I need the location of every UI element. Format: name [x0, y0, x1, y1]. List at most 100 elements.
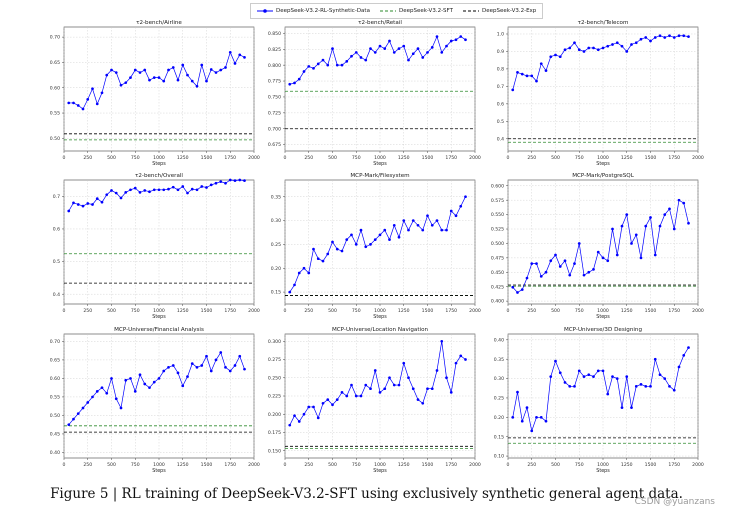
data-point [592, 375, 595, 378]
x-axis-label: Steps [596, 468, 610, 474]
y-tick-label: 0.70 [50, 35, 60, 41]
data-point [383, 387, 387, 391]
x-tick-label: 1000 [597, 155, 609, 161]
data-point [388, 238, 391, 241]
y-tick-label: 0.550 [491, 212, 504, 218]
y-tick-label: 0.10 [494, 454, 504, 460]
data-point [430, 45, 434, 49]
data-point [687, 35, 690, 38]
data-point [167, 365, 170, 369]
data-point [331, 47, 334, 50]
data-point [445, 44, 448, 48]
data-point [200, 63, 204, 67]
data-point [454, 214, 458, 218]
data-point [133, 68, 137, 72]
data-point [449, 391, 453, 394]
data-point [143, 382, 147, 386]
data-point [392, 51, 396, 54]
x-tick-label: 2000 [692, 155, 704, 161]
x-tick-label: 0 [507, 155, 510, 161]
data-point [530, 429, 534, 433]
data-point [350, 54, 353, 58]
x-tick-label: 250 [304, 308, 313, 314]
y-tick-label: 0.175 [268, 430, 281, 436]
data-point [350, 383, 353, 387]
data-point [243, 179, 246, 183]
data-point [378, 391, 382, 394]
data-point [459, 204, 463, 208]
data-point [668, 207, 671, 211]
data-point [100, 386, 104, 390]
data-point [167, 68, 170, 72]
data-point [682, 201, 686, 205]
data-point [238, 178, 242, 182]
data-point [454, 38, 458, 42]
data-point [639, 37, 643, 41]
x-tick-label: 500 [107, 155, 116, 161]
x-tick-label: 250 [304, 462, 313, 468]
data-point [416, 398, 420, 401]
data-point [440, 339, 444, 343]
data-point [544, 69, 548, 73]
x-tick-label: 1500 [201, 462, 213, 468]
data-point [316, 62, 320, 66]
data-point [81, 107, 85, 111]
data-point [312, 247, 315, 251]
data-point [176, 78, 180, 82]
data-point [209, 369, 213, 373]
x-tick-label: 0 [63, 462, 66, 468]
x-tick-label: 250 [527, 308, 536, 314]
x-axis-label: Steps [373, 314, 387, 320]
data-point [176, 371, 180, 375]
data-point [464, 358, 467, 361]
data-point [288, 82, 292, 86]
legend-item: DeepSeek-V3.2-Exp [462, 8, 536, 14]
data-point [86, 98, 90, 101]
data-point [288, 290, 292, 294]
data-point [630, 242, 633, 245]
x-tick-label: 1250 [621, 155, 633, 161]
y-tick-label: 0.25 [494, 396, 504, 402]
data-point [663, 213, 667, 216]
data-point [407, 58, 410, 62]
data-point [67, 209, 71, 213]
x-tick-label: 750 [575, 155, 584, 161]
data-point [86, 401, 90, 404]
y-tick-label: 0.50 [50, 136, 60, 142]
y-tick-label: 0.60 [50, 85, 60, 91]
chart-title: τ2-bench/Retail [358, 20, 402, 26]
x-tick-label: 1250 [177, 308, 189, 314]
y-tick-label: 1.0 [497, 32, 504, 38]
data-point [190, 362, 194, 365]
x-tick-label: 0 [284, 308, 287, 314]
x-tick-label: 2000 [469, 155, 481, 161]
data-point [554, 53, 557, 57]
data-point [321, 259, 325, 263]
data-point [658, 373, 662, 377]
data-point [105, 73, 109, 77]
data-point [200, 185, 204, 188]
x-tick-label: 750 [575, 308, 584, 314]
data-point [321, 401, 325, 405]
data-point [587, 270, 591, 274]
data-point [152, 380, 156, 384]
data-point [634, 384, 638, 388]
x-tick-label: 1500 [422, 462, 434, 468]
data-point [312, 66, 315, 70]
data-point [535, 79, 538, 83]
data-point [171, 364, 175, 367]
data-point [625, 213, 629, 216]
data-point [587, 373, 591, 377]
data-point [326, 398, 330, 401]
data-point [302, 266, 306, 270]
data-point [224, 365, 227, 369]
data-point [302, 412, 306, 416]
y-tick-label: 0.20 [271, 266, 281, 272]
data-point [411, 52, 415, 56]
x-tick-label: 1250 [177, 155, 189, 161]
data-point [214, 358, 218, 362]
data-point [520, 288, 524, 291]
x-tick-label: 0 [63, 308, 66, 314]
data-point [582, 375, 586, 378]
data-point [430, 223, 434, 227]
